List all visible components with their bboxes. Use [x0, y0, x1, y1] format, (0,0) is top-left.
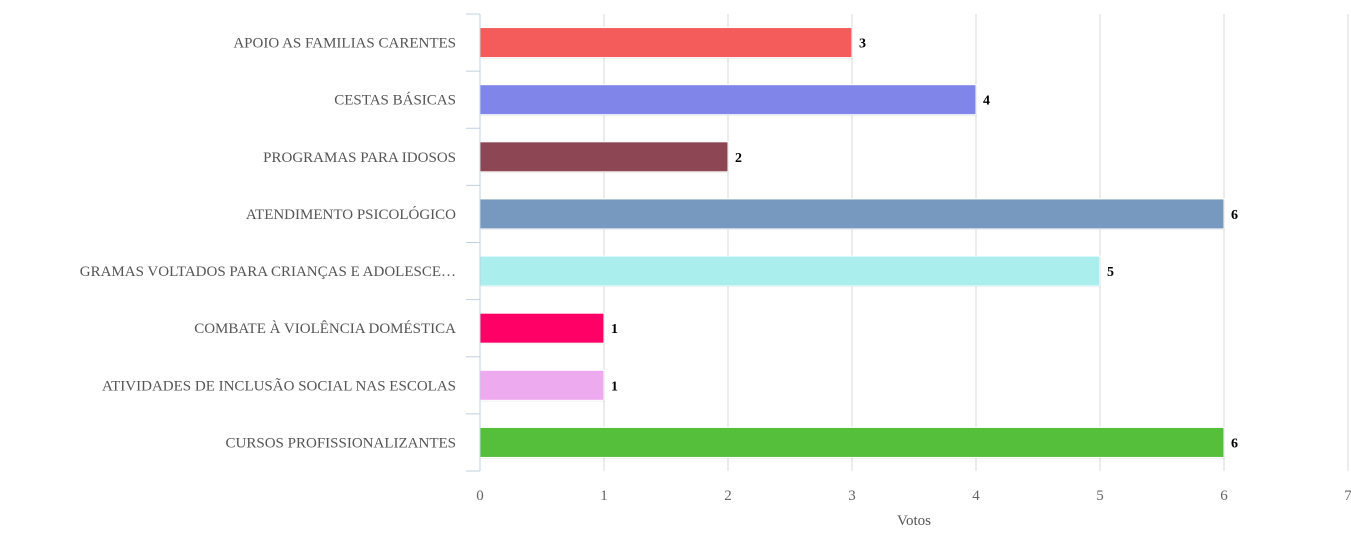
category-label: CESTAS BÁSICAS	[334, 92, 456, 109]
x-tick-label: 0	[476, 488, 484, 504]
bar	[479, 141, 729, 173]
x-tick-label: 5	[1096, 488, 1104, 504]
data-label: 6	[1231, 208, 1238, 223]
data-label: 6	[1231, 436, 1238, 451]
x-tick-label: 7	[1344, 488, 1351, 504]
category-label: GRAMAS VOLTADOS PARA CRIANÇAS E ADOLESCE…	[80, 264, 456, 280]
category-labels: APOIO AS FAMILIAS CARENTES CESTAS BÁSICAS…	[80, 36, 456, 452]
bar	[479, 27, 853, 59]
x-tick-label: 4	[972, 488, 980, 504]
data-labels: 3 4 2 6 5 1 1 6	[611, 37, 1238, 452]
x-tick-label: 1	[600, 488, 608, 504]
bar	[479, 312, 605, 344]
bar	[479, 255, 1101, 287]
category-label: ATIVIDADES DE INCLUSÃO SOCIAL NAS ESCOLA…	[102, 378, 456, 394]
category-label: PROGRAMAS PARA IDOSOS	[263, 150, 456, 166]
x-tick-label: 2	[724, 488, 732, 504]
x-tick-label: 6	[1220, 488, 1228, 504]
data-label: 4	[983, 94, 990, 109]
category-label: CURSOS PROFISSIONALIZANTES	[226, 435, 456, 451]
x-tick-label: 3	[848, 488, 856, 504]
category-label: ATENDIMENTO PSICOLÓGICO	[246, 206, 456, 223]
data-label: 1	[611, 322, 618, 337]
bar	[479, 426, 1225, 458]
x-axis-title: Votos	[897, 513, 931, 529]
grid-lines	[603, 14, 1349, 471]
bar	[479, 84, 977, 116]
data-label: 3	[859, 37, 866, 52]
category-label: COMBATE À VIOLÊNCIA DOMÉSTICA	[194, 320, 456, 337]
bars	[479, 27, 1225, 459]
bar	[479, 198, 1225, 230]
data-label: 1	[611, 379, 618, 394]
x-tick-labels: 0 1 2 3 4 5 6 7	[476, 488, 1351, 504]
bar	[479, 369, 605, 401]
data-label: 2	[735, 151, 742, 166]
category-label: APOIO AS FAMILIAS CARENTES	[233, 36, 456, 52]
axes	[466, 13, 481, 472]
data-label: 5	[1107, 265, 1114, 280]
